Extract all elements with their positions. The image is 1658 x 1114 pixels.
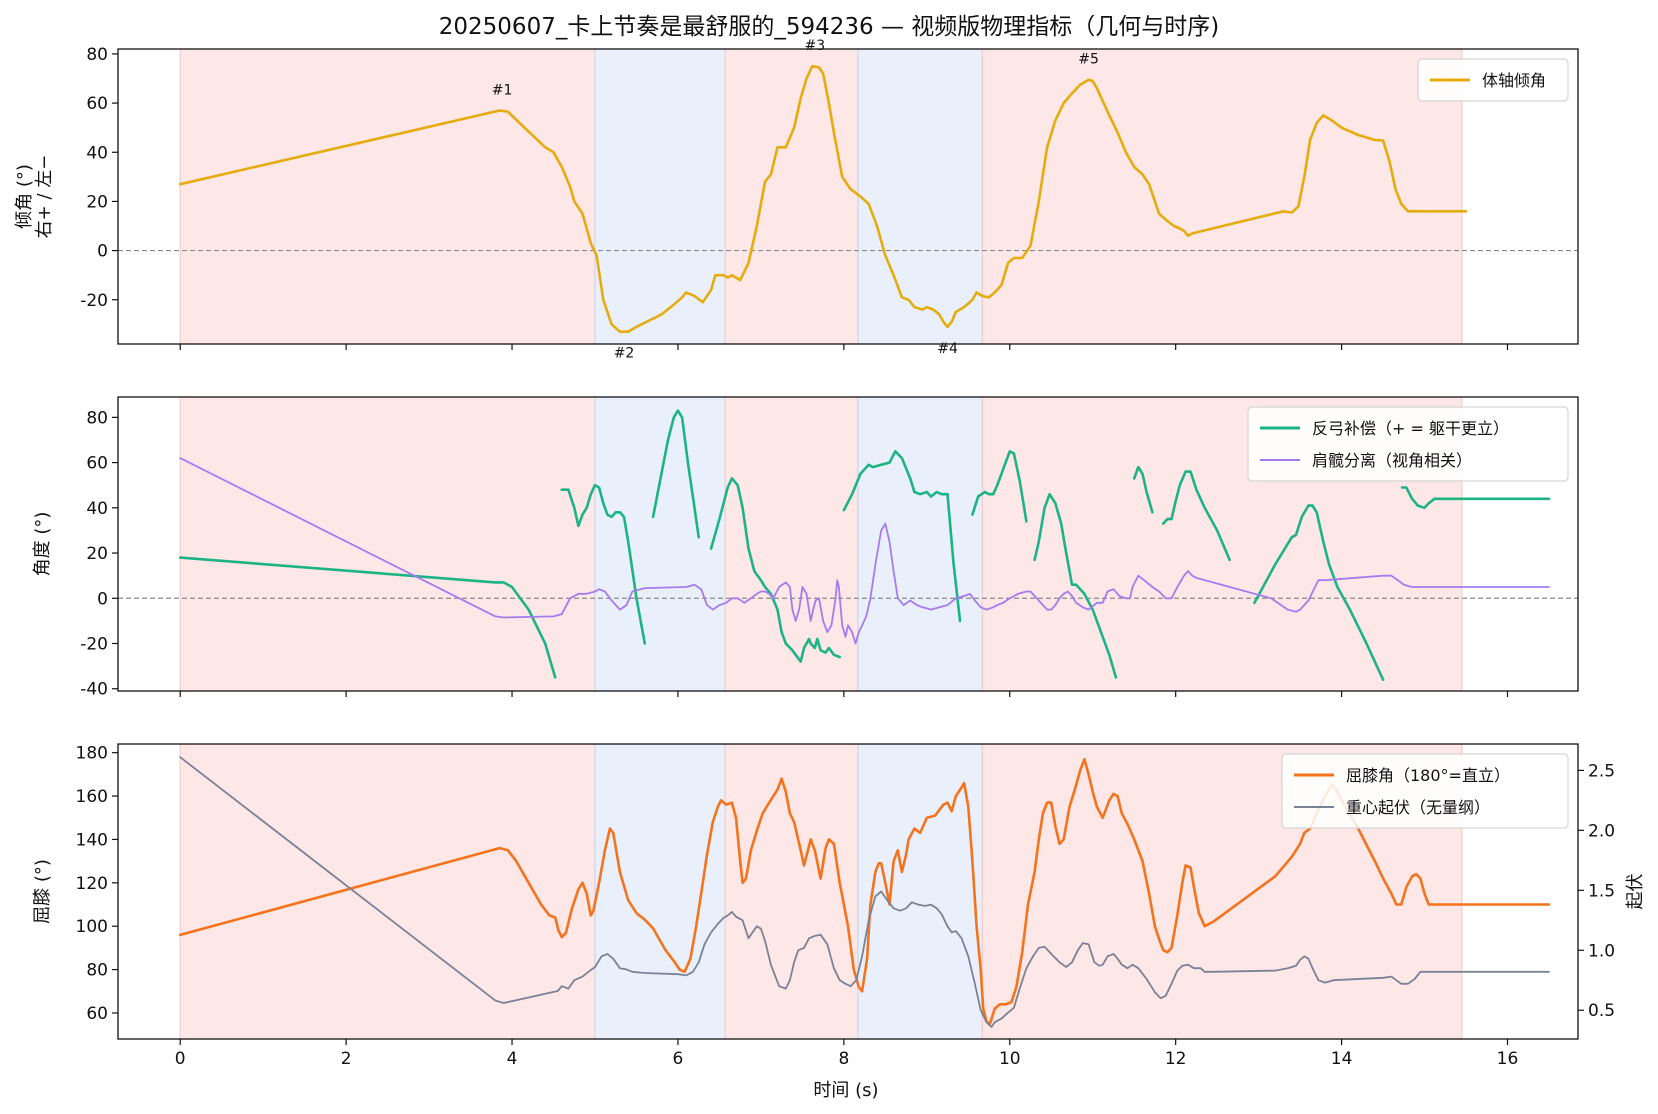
peak-label: #3	[804, 38, 825, 54]
y-right-axis-label: 起伏	[1625, 874, 1646, 910]
y-tick-label: 80	[86, 408, 108, 428]
phase-band-red	[725, 49, 858, 344]
series-line-1-segment-1	[178, 64, 1468, 333]
phase-band-red	[982, 49, 1462, 344]
y-right-tick-label: 2.0	[1588, 821, 1615, 841]
series-line-1-segment-4	[709, 477, 841, 663]
peak-label: #2	[614, 346, 635, 362]
y-right-tick-label: 1.5	[1588, 881, 1615, 901]
series-line-1-segment-3	[651, 409, 700, 539]
phase-band-red	[180, 49, 595, 344]
x-tick-label: 16	[1497, 1049, 1519, 1069]
phase-band-blue	[594, 744, 726, 1039]
legend: 屈膝角（180°=直立） 重心起伏（无量纲）	[1281, 753, 1569, 829]
y-tick-label: 120	[76, 874, 108, 894]
peak-label: #1	[492, 82, 513, 98]
legend-box	[1281, 753, 1569, 829]
legend-label: 重心起伏（无量纲）	[1346, 798, 1490, 817]
panel-2: -40 -20 0 20 40 60 80 角度 (°) 反弓补偿（+ = 躯干更立） 肩髋分离（…	[32, 396, 1579, 700]
x-tick-label: 12	[1165, 1049, 1187, 1069]
series-line-1-segment-2	[560, 483, 647, 645]
legend-label: 肩髋分离（视角相关）	[1312, 451, 1472, 470]
x-tick-label: 2	[341, 1049, 352, 1069]
phase-band-blue	[594, 397, 726, 691]
y-tick-label: 40	[86, 143, 108, 163]
y-axis-label: 倾角 (°)	[14, 164, 35, 229]
axes-frame	[117, 48, 1579, 345]
y-tick-label: 180	[76, 744, 108, 764]
phase-band-blue	[857, 397, 983, 691]
x-tick-label: 14	[1331, 1049, 1353, 1069]
axes-frame	[117, 396, 1579, 692]
y-tick-label: 60	[86, 1004, 108, 1024]
series-line-1-segment-5	[842, 450, 962, 623]
series-line-1-segment-7	[1033, 492, 1118, 679]
y-tick-label: -20	[80, 635, 108, 655]
phase-band-red	[725, 397, 858, 691]
legend-label: 屈膝角（180°=直立）	[1346, 766, 1510, 785]
x-axis-label: 时间 (s)	[813, 1080, 878, 1101]
x-tick-label: 0	[175, 1049, 186, 1069]
figure-title: 20250607_卡上节奏是最舒服的_594236 — 视频版物理指标（几何与时…	[439, 14, 1219, 40]
y-tick-label: 80	[86, 45, 108, 65]
x-tick-label: 4	[507, 1049, 518, 1069]
series-line-1-segment-10	[1253, 504, 1385, 681]
peak-label: #5	[1078, 52, 1099, 68]
panel-1: #1 #2 #3 #4 #5 -20 0 20 40 60 80 倾角 (°) 右+ / 左− 体轴倾角	[14, 38, 1579, 362]
y-tick-label: 40	[86, 499, 108, 519]
series-line-1-segment-1	[178, 556, 557, 679]
axes-frame	[117, 743, 1579, 1040]
series-line-1-segment-11	[1400, 486, 1551, 510]
y-axis-label: 屈膝 (°)	[32, 859, 53, 924]
legend-label: 反弓补偿（+ = 躯干更立）	[1312, 419, 1509, 438]
series-line-1-segment-1	[178, 757, 1551, 1026]
peak-label: #4	[937, 341, 958, 357]
phase-band-blue	[857, 49, 983, 344]
x-tick-label: 8	[838, 1049, 849, 1069]
phase-band-red	[180, 397, 595, 691]
y-tick-label: 60	[86, 454, 108, 474]
series-line-1-segment-8	[1132, 465, 1154, 514]
y-right-tick-label: 1.0	[1588, 941, 1615, 961]
y-axis-label: 右+ / 左−	[34, 155, 55, 239]
y-tick-label: 100	[76, 917, 108, 937]
y-tick-label: 0	[97, 242, 108, 262]
y-tick-label: 60	[86, 94, 108, 114]
y-right-tick-label: 0.5	[1588, 1001, 1615, 1021]
y-right-tick-label: 2.5	[1588, 761, 1615, 781]
y-tick-label: 80	[86, 961, 108, 981]
series-line-1-segment-6	[971, 450, 1028, 523]
panel-3: 0 2 4 6 8 10 12 14 16 60 80 100 120 140 160 180 0.5 1.0 1.…	[32, 743, 1646, 1069]
y-tick-label: 0	[97, 589, 108, 609]
y-tick-label: 20	[86, 192, 108, 212]
phase-band-blue	[857, 744, 983, 1039]
legend-box	[1417, 58, 1569, 102]
legend: 体轴倾角	[1417, 58, 1569, 102]
legend-box	[1247, 406, 1569, 482]
y-tick-label: 160	[76, 787, 108, 807]
legend-label: 体轴倾角	[1482, 71, 1546, 90]
series-line-2-segment-1	[179, 756, 1550, 1028]
y-axis-label: 角度 (°)	[32, 512, 53, 577]
series-line-2-segment-1	[179, 457, 1550, 645]
phase-band-blue	[594, 49, 726, 344]
phase-band-red	[725, 744, 858, 1039]
x-tick-label: 6	[673, 1049, 684, 1069]
phase-band-red	[180, 744, 595, 1039]
y-tick-label: -40	[80, 680, 108, 700]
series-line-1-segment-9	[1161, 470, 1231, 562]
legend: 反弓补偿（+ = 躯干更立） 肩髋分离（视角相关）	[1247, 406, 1569, 482]
x-tick-label: 10	[999, 1049, 1021, 1069]
y-tick-label: 20	[86, 544, 108, 564]
y-tick-label: -20	[80, 291, 108, 311]
y-tick-label: 140	[76, 830, 108, 850]
